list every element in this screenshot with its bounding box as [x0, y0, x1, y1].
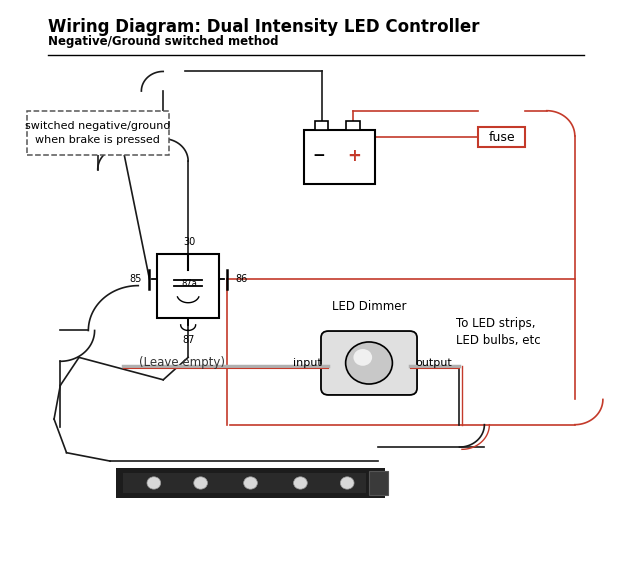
Bar — [116, 468, 385, 497]
Text: 85: 85 — [129, 274, 142, 284]
Text: switched negative/ground
when brake is pressed: switched negative/ground when brake is p… — [25, 121, 171, 145]
FancyBboxPatch shape — [321, 331, 417, 395]
Text: −: − — [313, 149, 325, 163]
Circle shape — [293, 477, 307, 489]
Bar — [157, 254, 219, 318]
Text: Negative/Ground switched method: Negative/Ground switched method — [48, 35, 278, 48]
Text: LED Dimmer: LED Dimmer — [332, 299, 406, 312]
Text: To LED strips,
LED bulbs, etc: To LED strips, LED bulbs, etc — [456, 317, 541, 347]
Bar — [123, 473, 366, 493]
Circle shape — [346, 342, 392, 384]
Text: input: input — [293, 358, 322, 368]
Circle shape — [194, 477, 207, 489]
Circle shape — [244, 477, 257, 489]
Text: output: output — [416, 358, 453, 368]
Text: 86: 86 — [235, 274, 247, 284]
Text: 87: 87 — [182, 335, 194, 345]
Circle shape — [353, 349, 372, 366]
Circle shape — [147, 477, 161, 489]
Text: Wiring Diagram: Dual Intensity LED Controller: Wiring Diagram: Dual Intensity LED Contr… — [48, 18, 479, 36]
Bar — [303, 130, 375, 184]
Text: (Leave empty): (Leave empty) — [139, 357, 225, 369]
Bar — [346, 121, 360, 130]
Text: +: + — [348, 147, 362, 165]
Bar — [478, 127, 525, 147]
Text: 87a: 87a — [181, 279, 197, 287]
Bar — [315, 121, 329, 130]
Circle shape — [340, 477, 354, 489]
FancyBboxPatch shape — [27, 112, 169, 155]
Text: 30: 30 — [183, 237, 195, 247]
Text: fuse: fuse — [489, 130, 515, 143]
Bar — [369, 471, 387, 495]
